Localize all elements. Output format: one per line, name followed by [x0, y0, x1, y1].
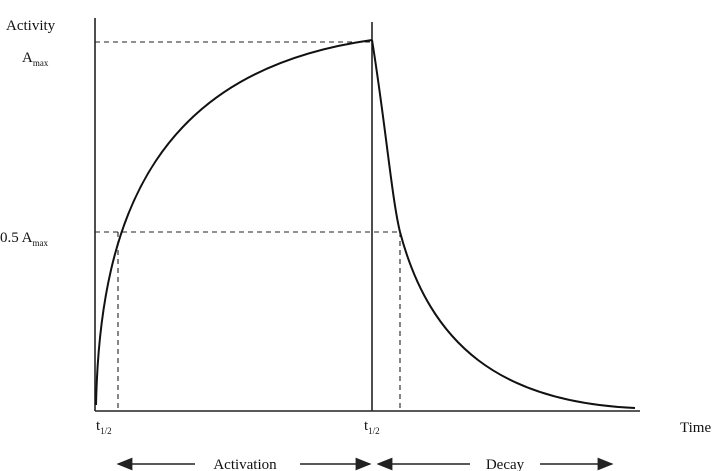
- background: [0, 0, 724, 471]
- phase-label: Decay: [486, 457, 525, 471]
- level-subscript: max: [33, 238, 49, 248]
- level-text: 0.5 A: [0, 230, 33, 246]
- y-axis-label: Activity: [6, 18, 56, 34]
- marker-subscript: 1/2: [368, 426, 380, 436]
- level-subscript: max: [33, 58, 49, 68]
- diagram: Activity Amax 0.5 Amax t1/2 t1/2 Time Ac…: [0, 0, 724, 471]
- level-text: A: [22, 50, 33, 66]
- marker-subscript: 1/2: [100, 426, 112, 436]
- phase-label: Activation: [213, 457, 277, 471]
- x-axis-label: Time: [680, 420, 711, 436]
